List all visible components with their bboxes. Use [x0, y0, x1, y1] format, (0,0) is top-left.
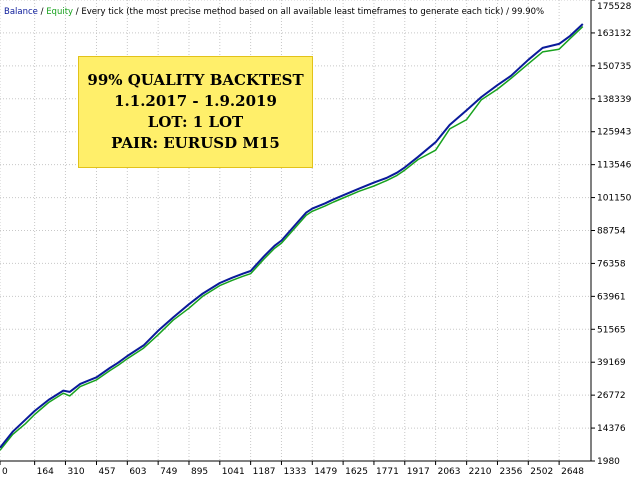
y-tick-label: 101150 [597, 194, 632, 204]
backtest-annotation: 99% QUALITY BACKTEST 1.1.2017 - 1.9.2019… [78, 56, 313, 168]
x-tick-label: 1041 [222, 467, 245, 477]
y-tick-label: 1980 [597, 457, 620, 467]
y-tick-label: 51565 [597, 325, 626, 335]
legend-separator: / [73, 7, 82, 17]
x-tick-label: 310 [67, 467, 84, 477]
chart-legend: Balance / Equity / Every tick (the most … [4, 7, 544, 17]
y-tick-label: 125943 [597, 128, 631, 138]
x-tick-label: 1187 [253, 467, 276, 477]
y-tick-label: 138339 [597, 95, 632, 105]
y-tick-label: 88754 [597, 227, 626, 237]
x-tick-label: 2356 [499, 467, 522, 477]
x-tick-label: 1333 [283, 467, 306, 477]
x-tick-label: 603 [129, 467, 146, 477]
x-tick-label: 1771 [376, 467, 399, 477]
y-tick-label: 76358 [597, 259, 626, 269]
legend-quality: 99.90% [511, 7, 545, 17]
x-tick-label: 2502 [530, 467, 553, 477]
annotation-pair: PAIR: EURUSD M15 [111, 134, 280, 152]
x-tick-label: 1479 [314, 467, 337, 477]
y-tick-label: 163132 [597, 29, 631, 39]
y-tick-label: 113546 [597, 161, 632, 171]
y-tick-label: 14376 [597, 424, 626, 434]
y-tick-label: 39169 [597, 358, 626, 368]
y-tick-label: 175528 [597, 2, 632, 12]
annotation-dates: 1.1.2017 - 1.9.2019 [114, 92, 277, 110]
x-tick-label: 1917 [407, 467, 430, 477]
x-tick-label: 1625 [345, 467, 368, 477]
legend-model: Every tick (the most precise method base… [81, 7, 504, 17]
x-tick-label: 2648 [561, 467, 584, 477]
x-tick-label: 749 [160, 467, 177, 477]
equity-line [0, 26, 584, 451]
legend-separator: / [37, 7, 47, 17]
x-tick-label: 0 [2, 467, 8, 477]
annotation-lot: LOT: 1 LOT [147, 113, 244, 131]
y-tick-label: 150735 [597, 62, 631, 72]
balance-line [0, 23, 584, 449]
legend-equity: Equity [46, 7, 74, 17]
y-tick-label: 26772 [597, 391, 626, 401]
annotation-quality: 99% QUALITY BACKTEST [87, 71, 304, 89]
x-tick-label: 2210 [469, 467, 492, 477]
y-tick-label: 63961 [597, 292, 626, 302]
x-tick-label: 164 [37, 467, 54, 477]
legend-separator: / [503, 7, 512, 17]
x-tick-label: 457 [98, 467, 115, 477]
x-tick-label: 895 [191, 467, 208, 477]
x-tick-label: 2063 [438, 467, 461, 477]
legend-balance: Balance [4, 7, 38, 17]
